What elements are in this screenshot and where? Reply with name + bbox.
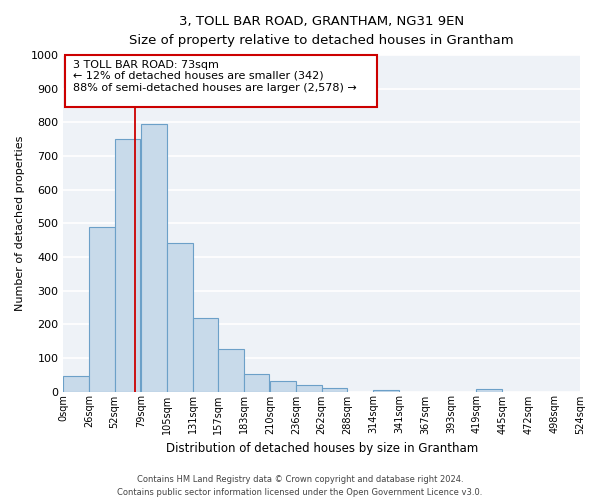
Text: ← 12% of detached houses are smaller (342): ← 12% of detached houses are smaller (34…	[73, 70, 324, 80]
Text: 3 TOLL BAR ROAD: 73sqm: 3 TOLL BAR ROAD: 73sqm	[73, 60, 219, 70]
Text: 88% of semi-detached houses are larger (2,578) →: 88% of semi-detached houses are larger (…	[73, 82, 357, 92]
Bar	[218, 350, 244, 392]
Bar	[322, 388, 347, 392]
Bar	[167, 244, 193, 392]
Bar	[296, 386, 322, 392]
Bar	[244, 374, 269, 392]
Bar	[373, 390, 398, 392]
Title: 3, TOLL BAR ROAD, GRANTHAM, NG31 9EN
Size of property relative to detached house: 3, TOLL BAR ROAD, GRANTHAM, NG31 9EN Siz…	[130, 15, 514, 47]
Y-axis label: Number of detached properties: Number of detached properties	[15, 136, 25, 311]
Bar	[64, 376, 89, 392]
X-axis label: Distribution of detached houses by size in Grantham: Distribution of detached houses by size …	[166, 442, 478, 455]
Bar	[193, 318, 218, 392]
Bar	[115, 139, 140, 392]
FancyBboxPatch shape	[65, 55, 377, 108]
Bar	[141, 124, 167, 392]
Text: Contains HM Land Registry data © Crown copyright and database right 2024.
Contai: Contains HM Land Registry data © Crown c…	[118, 475, 482, 497]
Bar	[271, 382, 296, 392]
Bar	[476, 389, 502, 392]
Bar	[89, 226, 115, 392]
